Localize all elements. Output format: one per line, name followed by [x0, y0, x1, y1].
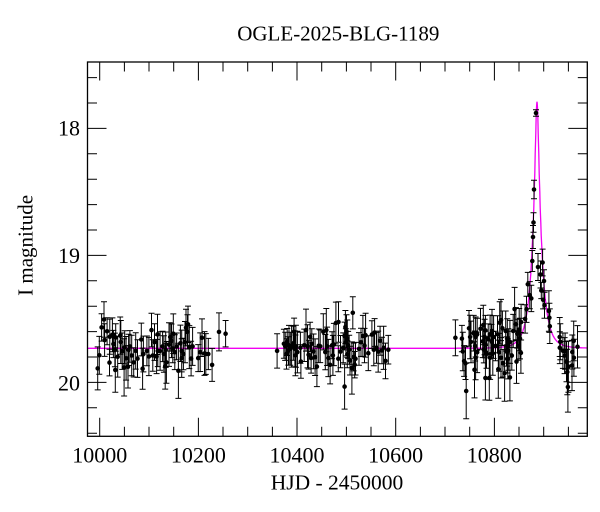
svg-text:18: 18: [58, 116, 80, 141]
svg-text:I magnitude: I magnitude: [14, 195, 38, 296]
svg-text:19: 19: [58, 243, 80, 268]
svg-text:10400: 10400: [270, 443, 325, 468]
svg-text:10000: 10000: [72, 443, 127, 468]
svg-text:20: 20: [58, 370, 80, 395]
svg-text:HJD - 2450000: HJD - 2450000: [271, 471, 404, 495]
svg-text:10200: 10200: [171, 443, 226, 468]
svg-text:10800: 10800: [467, 443, 522, 468]
svg-text:10600: 10600: [368, 443, 423, 468]
svg-text:OGLE-2025-BLG-1189: OGLE-2025-BLG-1189: [237, 22, 439, 46]
